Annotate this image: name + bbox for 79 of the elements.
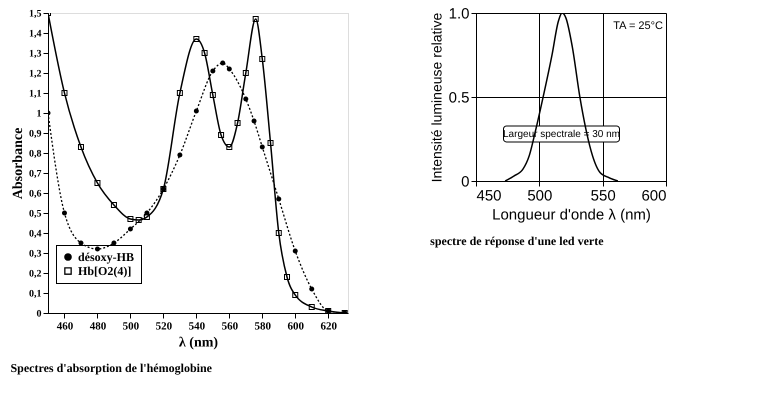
y-tick-label: 0,4 — [29, 228, 42, 240]
annotation: TA = 25°C — [613, 20, 664, 32]
x-tick-label: 580 — [254, 320, 272, 332]
x-tick-label: 560 — [222, 320, 239, 332]
point — [252, 118, 257, 124]
point — [194, 108, 199, 114]
point — [218, 132, 224, 138]
point — [284, 274, 290, 280]
point — [136, 217, 142, 223]
y-tick-label: 0,3 — [29, 248, 42, 260]
point — [78, 240, 84, 246]
point — [226, 144, 232, 150]
point — [94, 246, 100, 252]
point — [268, 140, 274, 146]
point — [144, 214, 150, 220]
y-tick-label: 0,1 — [29, 288, 42, 300]
legend-label: Hb[O2(4)] — [78, 264, 132, 278]
x-tick-label: 500 — [122, 320, 140, 332]
text: Spectres d'absorption de l'hémoglobine — [10, 361, 213, 375]
point — [234, 120, 241, 126]
point — [252, 16, 259, 22]
y-tick-label: 0 — [36, 308, 42, 320]
y-tick-label: 0,8 — [29, 148, 42, 160]
y-tick-label: 0.5 — [448, 90, 470, 106]
point — [111, 240, 116, 246]
point — [210, 68, 216, 74]
point — [226, 66, 232, 72]
point — [61, 90, 68, 96]
x-tick-label: 600 — [641, 188, 666, 204]
point — [243, 96, 248, 102]
y-tick-label: 0,5 — [29, 208, 42, 220]
y-tick-label: 1.0 — [448, 6, 470, 22]
point — [193, 36, 200, 42]
x-tick-label: 520 — [156, 320, 173, 332]
x-tick-label: 500 — [527, 188, 552, 204]
legend-label: désoxy-HB — [78, 250, 134, 264]
y-tick-label: 1,3 — [29, 48, 42, 60]
point — [242, 70, 249, 76]
y-tick-label: 1,2 — [29, 68, 42, 80]
x-axis-title: λ (nm) — [178, 336, 218, 350]
point — [292, 248, 298, 254]
text: spectre de réponse d'une led verte — [430, 234, 604, 248]
x-axis-title: Longueur d'onde λ (nm) — [492, 206, 651, 224]
y-tick-label: 0,6 — [29, 188, 42, 200]
y-tick-label: 1,4 — [29, 28, 42, 40]
point — [220, 60, 226, 66]
point — [62, 210, 67, 216]
point — [276, 230, 282, 236]
x-tick-label: 540 — [188, 320, 206, 332]
point — [110, 202, 117, 208]
x-tick-label: 620 — [320, 320, 338, 332]
point — [260, 144, 265, 150]
y-tick-label: 1,5 — [29, 8, 42, 20]
y-tick-label: 0,2 — [29, 268, 42, 280]
y-tick-label: 1 — [36, 108, 42, 120]
point — [78, 144, 84, 150]
x-tick-label: 460 — [56, 320, 74, 332]
point — [128, 226, 133, 232]
point — [276, 196, 282, 202]
y-axis-title: Intensité lumineuse relative — [428, 12, 445, 182]
y-tick-label: 1,1 — [29, 88, 42, 100]
point — [202, 50, 208, 56]
point — [177, 152, 182, 158]
y-tick-label: 0,7 — [29, 168, 42, 180]
point — [94, 180, 100, 186]
x-tick-label: 550 — [590, 188, 616, 204]
point — [308, 304, 315, 310]
point — [309, 286, 314, 292]
point — [210, 92, 216, 98]
point — [127, 216, 134, 222]
point — [259, 56, 266, 62]
y-axis-title: Absorbance — [11, 128, 26, 200]
y-tick-label: 0,9 — [29, 128, 42, 140]
y-tick-label: 0 — [461, 174, 470, 190]
x-tick-label: 450 — [476, 188, 502, 204]
point — [292, 292, 298, 298]
x-tick-label: 480 — [90, 320, 107, 332]
point — [176, 90, 183, 96]
x-tick-label: 600 — [288, 320, 305, 332]
